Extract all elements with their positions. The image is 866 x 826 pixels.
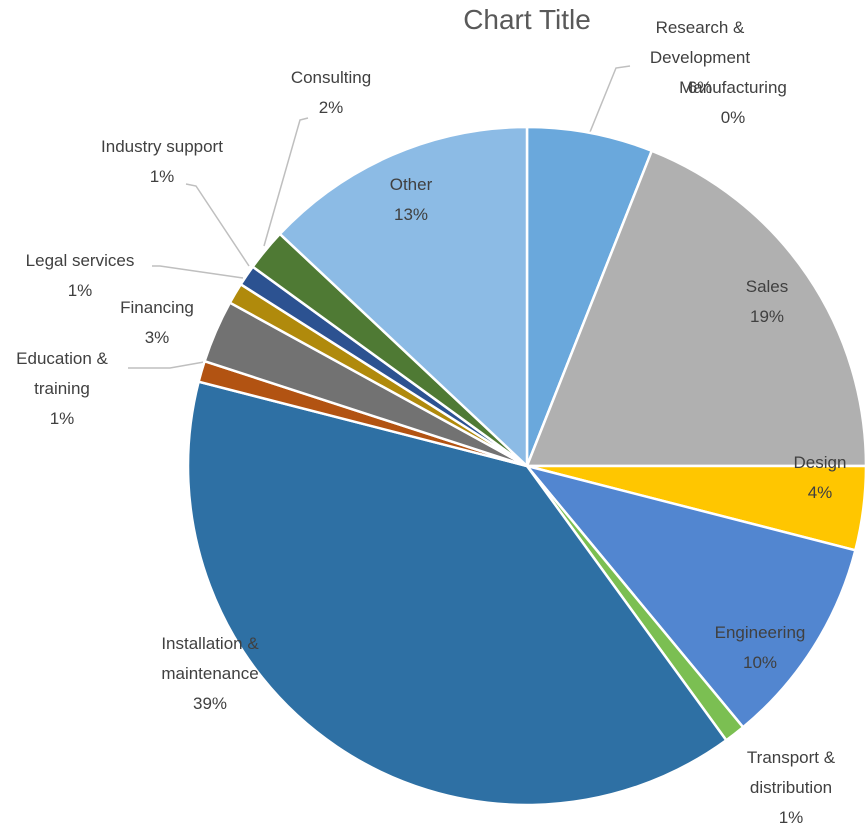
value-label: 6% xyxy=(687,78,713,97)
pie-slice xyxy=(525,125,654,467)
value-label: 1% xyxy=(49,409,75,428)
value-label: 3% xyxy=(144,328,170,347)
pie-slice xyxy=(278,125,529,469)
category-label: Other xyxy=(389,175,433,194)
category-label: Engineering xyxy=(714,623,806,642)
pie-slice xyxy=(525,149,866,468)
category-label: Design xyxy=(793,453,847,472)
category-label: Financing xyxy=(120,298,194,317)
data-label: Research & Development 6% xyxy=(630,13,770,103)
data-label: Engineering 10% xyxy=(690,618,830,678)
value-label: 1% xyxy=(67,281,93,300)
data-label: Transport & distribution 1% xyxy=(726,743,856,826)
value-label: 10% xyxy=(742,653,778,672)
value-label: 4% xyxy=(807,483,833,502)
leader-line xyxy=(263,117,309,247)
data-label: Other 13% xyxy=(351,170,471,230)
value-label: 13% xyxy=(393,205,429,224)
category-label: Consulting xyxy=(290,68,372,87)
data-label: Education & training 1% xyxy=(2,344,122,434)
category-label: Research & Development xyxy=(649,18,751,67)
value-label: 0% xyxy=(720,108,746,127)
category-label: Sales xyxy=(745,277,789,296)
pie-slice xyxy=(523,463,857,729)
category-label: Transport & distribution xyxy=(746,748,836,797)
pie-slice xyxy=(186,380,729,807)
value-label: 1% xyxy=(778,808,804,826)
data-label: Design 4% xyxy=(770,448,866,508)
category-label: Manufacturing xyxy=(679,78,787,97)
value-label: 2% xyxy=(318,98,344,117)
leader-line xyxy=(589,65,631,133)
value-label: 1% xyxy=(149,167,175,186)
leader-line xyxy=(152,265,244,279)
leader-line xyxy=(185,183,250,267)
value-label: 19% xyxy=(749,307,785,326)
chart-title: Chart Title xyxy=(463,4,591,35)
category-label: Industry support xyxy=(101,137,223,156)
data-label: Manufacturing 0% xyxy=(638,73,828,133)
leader-lines xyxy=(128,65,631,369)
data-label: Financing 3% xyxy=(97,293,217,353)
data-label: Industry support 1% xyxy=(72,132,252,192)
data-label: Legal services 1% xyxy=(0,246,160,306)
data-label: Installation & maintenance 39% xyxy=(135,629,285,719)
data-label: Sales 19% xyxy=(707,272,827,332)
data-label: Consulting 2% xyxy=(271,63,391,123)
value-label: 39% xyxy=(192,694,228,713)
category-label: Legal services xyxy=(25,251,135,270)
leader-line xyxy=(128,361,205,369)
category-label: Installation & maintenance xyxy=(161,634,259,683)
category-label: Education & training xyxy=(16,349,108,398)
